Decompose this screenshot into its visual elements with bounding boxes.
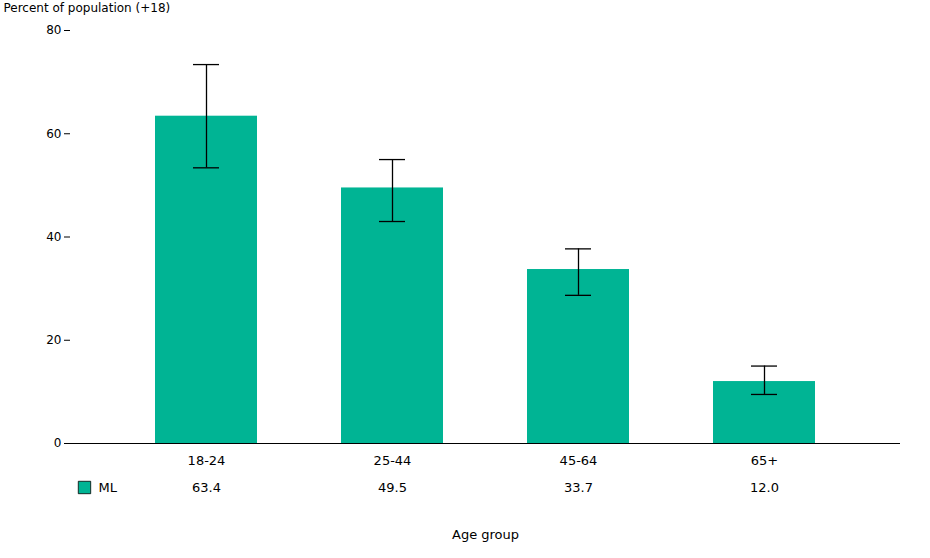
svg-text:60: 60 bbox=[46, 127, 61, 141]
svg-text:40: 40 bbox=[46, 230, 61, 244]
svg-text:63.4: 63.4 bbox=[192, 480, 221, 495]
svg-text:49.5: 49.5 bbox=[378, 480, 407, 495]
svg-text:65+: 65+ bbox=[751, 453, 778, 468]
svg-text:45-64: 45-64 bbox=[560, 453, 598, 468]
svg-text:ML: ML bbox=[99, 480, 118, 495]
svg-text:18-24: 18-24 bbox=[188, 453, 226, 468]
svg-text:33.7: 33.7 bbox=[564, 480, 593, 495]
svg-text:Percent of population (+18): Percent of population (+18) bbox=[4, 1, 171, 15]
svg-text:20: 20 bbox=[46, 333, 61, 347]
svg-text:12.0: 12.0 bbox=[750, 480, 779, 495]
svg-text:25-44: 25-44 bbox=[374, 453, 412, 468]
svg-text:0: 0 bbox=[54, 436, 62, 450]
svg-text:Age group: Age group bbox=[452, 527, 519, 542]
svg-text:80: 80 bbox=[46, 23, 61, 37]
